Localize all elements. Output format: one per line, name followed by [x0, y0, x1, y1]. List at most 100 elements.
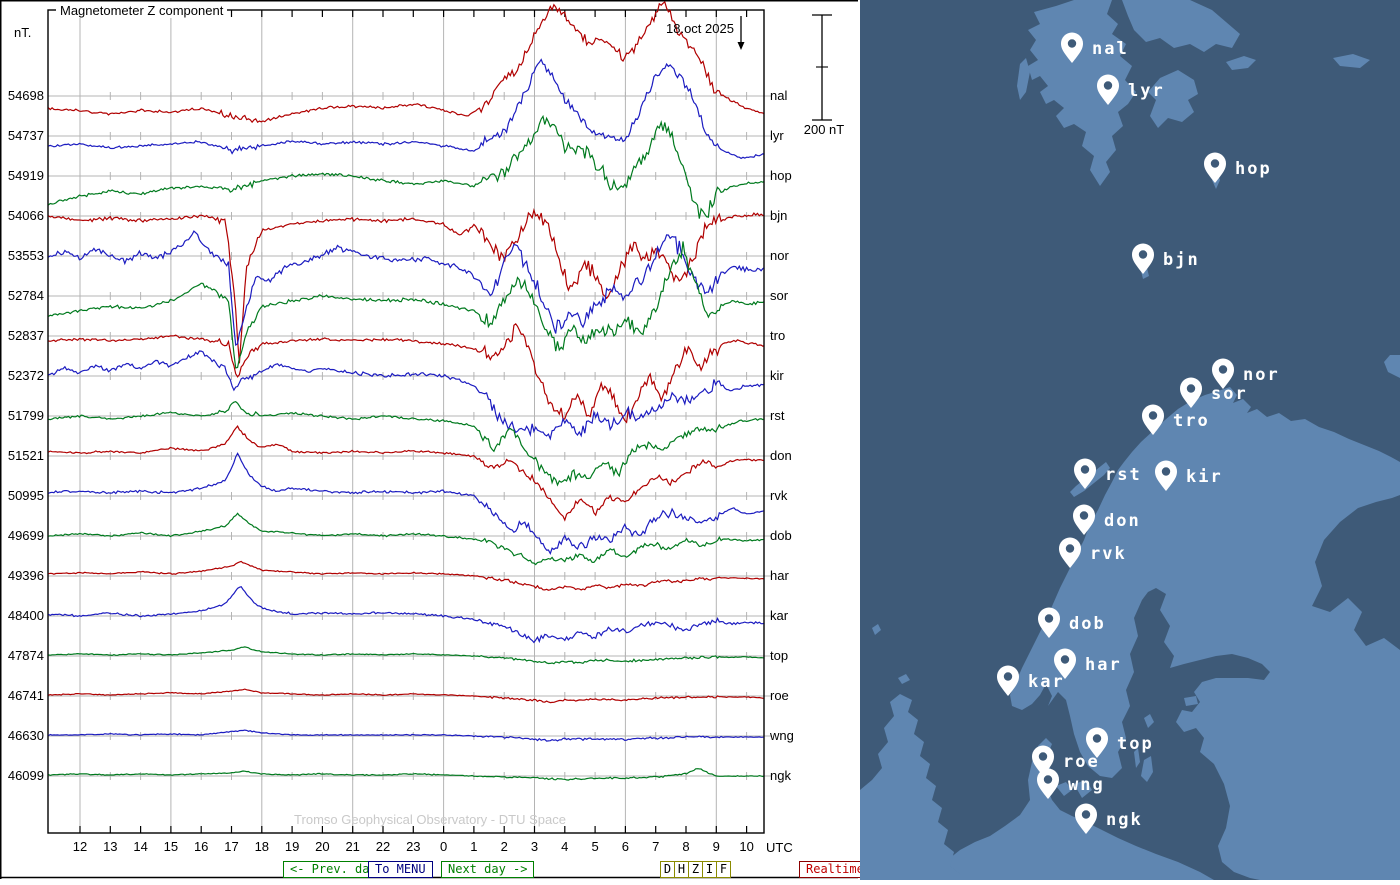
trace-hop: [48, 114, 764, 219]
station-label-rvk: rvk: [770, 488, 788, 503]
kvitoya-island: [1333, 54, 1370, 68]
pin-icon: [1054, 648, 1076, 679]
x-tick-label: 15: [164, 839, 178, 854]
fjord-sliver: [1044, 573, 1058, 601]
shetland-islands: [872, 624, 881, 635]
trace-kir: [48, 350, 764, 441]
station-label-sor: sor: [770, 288, 789, 303]
realtime-button[interactable]: Realtime: [799, 861, 871, 878]
pin-icon: [1075, 803, 1097, 834]
map-pin-label-don: don: [1104, 511, 1141, 531]
pin-hole: [1186, 384, 1196, 393]
map-pin-hop: hop: [1204, 152, 1270, 183]
pin-icon: [1074, 458, 1096, 489]
zealand-island: [1074, 780, 1092, 798]
map-pin-bjn: bjn: [1132, 243, 1198, 274]
x-tick-label: 4: [561, 839, 568, 854]
pin-icon: [1180, 377, 1202, 408]
component-button-h[interactable]: H: [674, 861, 689, 878]
to-menu-button[interactable]: To MENU: [368, 861, 433, 878]
pin-hole: [1079, 511, 1089, 520]
pin-hole: [1081, 810, 1091, 819]
aland-islands: [1144, 714, 1154, 728]
gotland-island: [1141, 756, 1153, 782]
y-axis-value-har: 49396: [8, 568, 44, 583]
station-label-tro: tro: [770, 328, 785, 343]
map-pin-rst: rst: [1074, 458, 1140, 489]
y-axis-value-kir: 52372: [8, 368, 44, 383]
map-pin-label-kar: kar: [1028, 672, 1065, 692]
trace-dob: [48, 512, 764, 566]
component-button-f[interactable]: F: [716, 861, 731, 878]
pin-icon: [1038, 607, 1060, 638]
pin-icon: [1059, 537, 1081, 568]
station-label-hop: hop: [770, 168, 792, 183]
pin-hole: [1148, 411, 1158, 420]
x-tick-label: 0: [440, 839, 447, 854]
pin-icon: [1132, 243, 1154, 274]
map-pin-tro: tro: [1142, 404, 1208, 435]
x-tick-label: 12: [73, 839, 87, 854]
map-pin-har: har: [1054, 648, 1120, 679]
pin-hole: [1065, 544, 1075, 553]
station-label-dob: dob: [770, 528, 792, 543]
x-tick-label: 9: [713, 839, 720, 854]
fjord-sliver: [1024, 611, 1038, 641]
svalbard-spitsbergen: [1028, 0, 1136, 186]
magnetogram-plot: 12 13 14 15 16 17 18 19 20 21 22 23 0 1 2 3 4 5 6 7 8 9 105469…: [0, 0, 858, 879]
pin-icon: [1061, 32, 1083, 63]
x-tick-label: 23: [406, 839, 420, 854]
x-tick-label: 16: [194, 839, 208, 854]
y-axis-value-lyr: 54737: [8, 128, 44, 143]
station-label-ngk: ngk: [770, 768, 791, 783]
map-pin-sor: sor: [1180, 377, 1248, 408]
island-right-edge: [1384, 355, 1400, 378]
pin-icon: [1073, 504, 1095, 535]
prev-day-button[interactable]: <- Prev. day: [283, 861, 384, 878]
utc-axis-label: UTC: [766, 840, 793, 855]
y-axis-value-sor: 52784: [8, 288, 44, 303]
trace-rvk: [48, 452, 764, 555]
component-button-d[interactable]: D: [660, 861, 675, 878]
x-tick-label: 18: [255, 839, 269, 854]
station-label-bjn: bjn: [770, 208, 787, 223]
station-label-nal: nal: [770, 88, 787, 103]
pin-hole: [1038, 752, 1048, 761]
station-map-panel: nal lyr hop bjn nor sor tro rst kir don rvk dob har k…: [860, 0, 1400, 880]
map-pin-rvk: rvk: [1059, 537, 1125, 568]
next-day-button[interactable]: Next day ->: [441, 861, 535, 878]
x-tick-label: 13: [103, 839, 117, 854]
x-tick-label: 14: [133, 839, 147, 854]
trace-don: [48, 424, 764, 522]
x-tick-label: 10: [739, 839, 753, 854]
station-label-kir: kir: [770, 368, 784, 383]
component-button-i[interactable]: I: [702, 861, 717, 878]
map-pin-dob: dob: [1038, 607, 1104, 638]
orkney-islands: [898, 674, 910, 684]
map-pin-label-wng: wng: [1068, 775, 1105, 795]
map-pin-lyr: lyr: [1097, 74, 1163, 105]
trace-lyr: [48, 58, 764, 160]
station-label-nor: nor: [770, 248, 789, 263]
map-pin-roe: roe: [1032, 745, 1098, 776]
map-pin-nor: nor: [1212, 358, 1278, 389]
pin-hole: [1138, 250, 1148, 259]
y-axis-value-bjn: 54066: [8, 208, 44, 223]
map-pin-top: top: [1086, 727, 1152, 758]
component-button-z[interactable]: Z: [688, 861, 703, 878]
y-axis-value-top: 47874: [8, 648, 44, 663]
kong-karls-land: [1226, 56, 1256, 70]
y-axis-value-nor: 53553: [8, 248, 44, 263]
pin-icon: [1086, 727, 1108, 758]
date-label: 18.oct 2025: [666, 21, 734, 36]
svalbard-forland: [1017, 58, 1030, 100]
pin-hole: [1067, 39, 1077, 48]
pin-hole: [1103, 81, 1113, 90]
y-axis-value-kar: 48400: [8, 608, 44, 623]
x-tick-label: 19: [285, 839, 299, 854]
station-label-top: top: [770, 648, 788, 663]
pin-hole: [1060, 655, 1070, 664]
map-pin-label-sor: sor: [1211, 384, 1248, 404]
y-axis-value-don: 51521: [8, 448, 44, 463]
